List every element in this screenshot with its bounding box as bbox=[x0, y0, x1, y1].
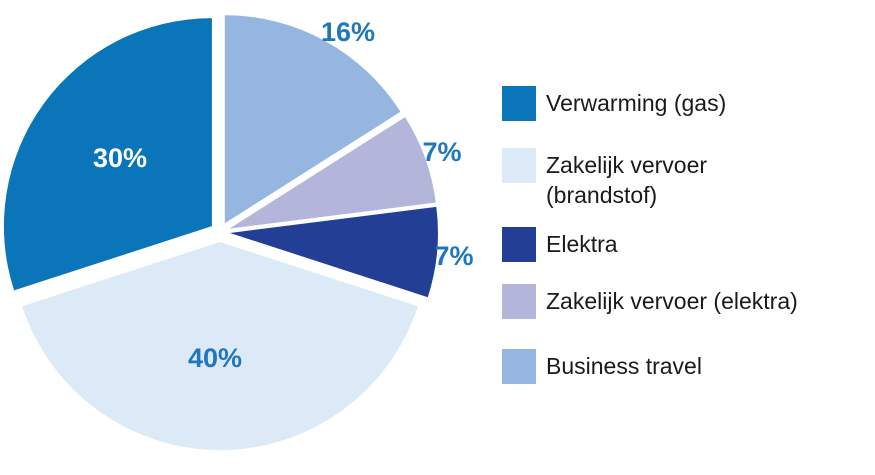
pie-slice bbox=[224, 15, 401, 224]
legend-swatch bbox=[502, 86, 536, 121]
legend-label: Zakelijk vervoer (brandstof) bbox=[546, 152, 708, 208]
slice-percent-label: 40% bbox=[188, 343, 242, 373]
legend-label: Zakelijk vervoer (elektra) bbox=[546, 288, 798, 314]
slice-percent-label: 7% bbox=[434, 241, 473, 271]
legend-label: Business travel bbox=[546, 353, 702, 379]
legend-swatch bbox=[502, 148, 536, 183]
legend-item: Verwarming (gas) bbox=[502, 86, 726, 121]
legend-item: Zakelijk vervoer (brandstof) bbox=[502, 148, 707, 210]
slice-percent-label: 7% bbox=[422, 137, 461, 167]
slice-percent-label: 30% bbox=[93, 143, 147, 173]
pie-slice bbox=[3, 18, 212, 291]
slice-percent-label: 16% bbox=[321, 17, 375, 47]
pie-slice bbox=[22, 242, 418, 451]
legend-item: Elektra bbox=[502, 227, 618, 262]
legend-swatch bbox=[502, 284, 536, 319]
legend-label: Elektra bbox=[546, 231, 618, 257]
pie-slice bbox=[229, 117, 436, 229]
legend-swatch bbox=[502, 227, 536, 262]
legend-item: Zakelijk vervoer (elektra) bbox=[502, 284, 798, 319]
legend-swatch bbox=[502, 349, 536, 384]
legend-label: Verwarming (gas) bbox=[546, 90, 727, 116]
pie-slice bbox=[229, 206, 438, 298]
legend-item: Business travel bbox=[502, 349, 702, 384]
